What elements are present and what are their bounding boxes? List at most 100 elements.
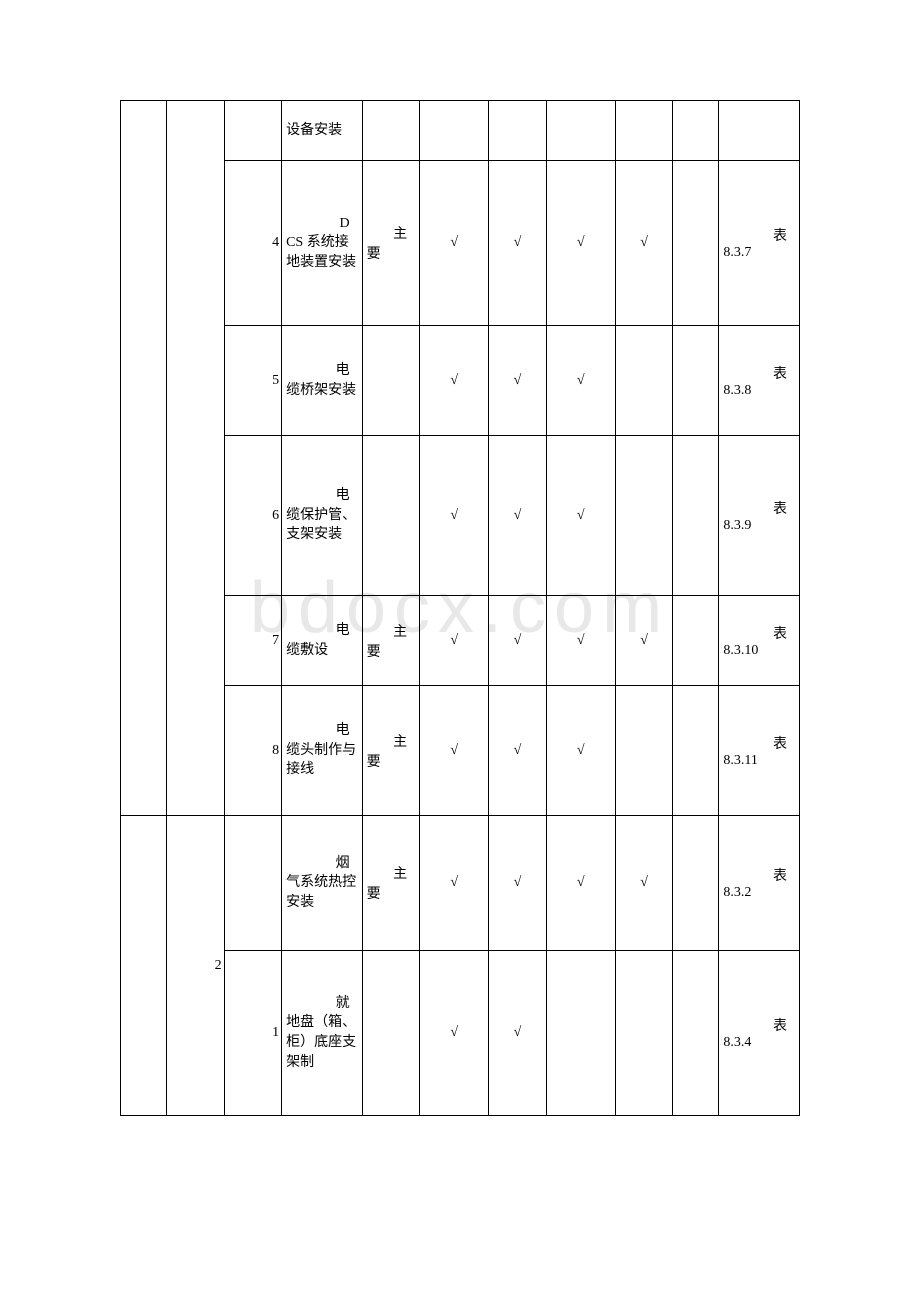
ref-rest: 8.3.9 (723, 518, 795, 534)
priority-first: 主 (367, 863, 416, 883)
cell-name: 设备安装 (282, 101, 363, 161)
cell-check: √ (420, 326, 489, 436)
cell-check (546, 951, 615, 1116)
name-rest: 缆敷设 (286, 641, 358, 661)
cell-name: D CS 系统接地装置安装 (282, 161, 363, 326)
check-icon: √ (577, 235, 585, 250)
cell-check: √ (489, 161, 547, 326)
cell-check: √ (489, 596, 547, 686)
check-icon: √ (577, 743, 585, 758)
cell-blank (121, 101, 167, 816)
cell-check (615, 686, 673, 816)
priority-rest: 要 (367, 883, 416, 903)
check-icon: √ (450, 373, 458, 388)
name-first: 就 (286, 994, 358, 1014)
ref-first: 表 (723, 733, 795, 753)
ref-first: 表 (723, 623, 795, 643)
cell-ref: 表 8.3.8 (719, 326, 800, 436)
cell-check: √ (615, 596, 673, 686)
ref-rest: 8.3.7 (723, 245, 795, 261)
cell-blank (673, 596, 719, 686)
cell-sub: 8 (224, 686, 282, 816)
cell-ref (719, 101, 800, 161)
name-first: 电 (286, 621, 358, 641)
ref-first: 表 (723, 363, 795, 383)
cell-blank (673, 436, 719, 596)
cell-check: √ (489, 816, 547, 951)
check-icon: √ (450, 1025, 458, 1040)
check-icon: √ (450, 508, 458, 523)
name-rest: 缆头制作与接线 (286, 741, 358, 780)
cell-priority: 主 要 (362, 686, 420, 816)
check-icon: √ (514, 743, 522, 758)
cell-check: √ (420, 436, 489, 596)
check-icon: √ (577, 633, 585, 648)
cell-name: 电 缆保护管、支架安装 (282, 436, 363, 596)
name-first: D (286, 214, 358, 234)
name-rest: 气系统热控安装 (286, 873, 358, 912)
cell-check: √ (546, 816, 615, 951)
ref-rest: 8.3.10 (723, 643, 795, 659)
priority-first: 主 (367, 731, 416, 751)
cell-check: √ (489, 686, 547, 816)
cell-check: √ (546, 686, 615, 816)
check-icon: √ (514, 235, 522, 250)
check-icon: √ (514, 373, 522, 388)
priority-rest: 要 (367, 751, 416, 771)
name-rest: 缆保护管、支架安装 (286, 506, 358, 545)
cell-blank (673, 686, 719, 816)
cell-check: √ (420, 161, 489, 326)
data-table: 设备安装 4 D CS 系统接地装置安装 主 要 √ √ √ √ (120, 100, 800, 1116)
cell-check: √ (489, 326, 547, 436)
priority-rest: 要 (367, 641, 416, 661)
cell-check: √ (420, 951, 489, 1116)
name-first: 烟 (286, 854, 358, 874)
cell-check (489, 101, 547, 161)
cell-priority: 主 要 (362, 161, 420, 326)
cell-check: √ (420, 596, 489, 686)
check-icon: √ (640, 235, 648, 250)
check-icon: √ (577, 508, 585, 523)
cell-sub (224, 101, 282, 161)
check-icon: √ (577, 875, 585, 890)
cell-blank (673, 816, 719, 951)
cell-priority (362, 326, 420, 436)
name-first: 电 (286, 361, 358, 381)
cell-ref: 表 8.3.4 (719, 951, 800, 1116)
cell-check (546, 101, 615, 161)
cell-blank (121, 816, 167, 1116)
ref-first: 表 (723, 498, 795, 518)
cell-name: 烟 气系统热控安装 (282, 816, 363, 951)
cell-check (615, 436, 673, 596)
cell-sub: 1 (224, 951, 282, 1116)
name-first: 电 (286, 486, 358, 506)
priority-first: 主 (367, 621, 416, 641)
check-icon: √ (514, 633, 522, 648)
name-first: 电 (286, 721, 358, 741)
cell-check (615, 326, 673, 436)
cell-check: √ (615, 816, 673, 951)
cell-check (420, 101, 489, 161)
cell-priority: 主 要 (362, 596, 420, 686)
cell-check (615, 101, 673, 161)
name-rest: CS 系统接地装置安装 (286, 233, 358, 272)
cell-name: 电 缆敷设 (282, 596, 363, 686)
cell-sub: 6 (224, 436, 282, 596)
check-icon: √ (450, 743, 458, 758)
check-icon: √ (450, 235, 458, 250)
cell-check: √ (489, 951, 547, 1116)
cell-blank (673, 101, 719, 161)
cell-priority (362, 101, 420, 161)
table-row: 设备安装 (121, 101, 800, 161)
cell-check (615, 951, 673, 1116)
priority-first: 主 (367, 223, 416, 243)
cell-check: √ (546, 161, 615, 326)
cell-check: √ (546, 436, 615, 596)
cell-check: √ (420, 816, 489, 951)
cell-priority (362, 951, 420, 1116)
ref-rest: 8.3.2 (723, 885, 795, 901)
check-icon: √ (514, 1025, 522, 1040)
cell-ref: 表 8.3.10 (719, 596, 800, 686)
name-rest: 地盘（箱、柜）底座支架制 (286, 1013, 358, 1072)
cell-check: √ (420, 686, 489, 816)
